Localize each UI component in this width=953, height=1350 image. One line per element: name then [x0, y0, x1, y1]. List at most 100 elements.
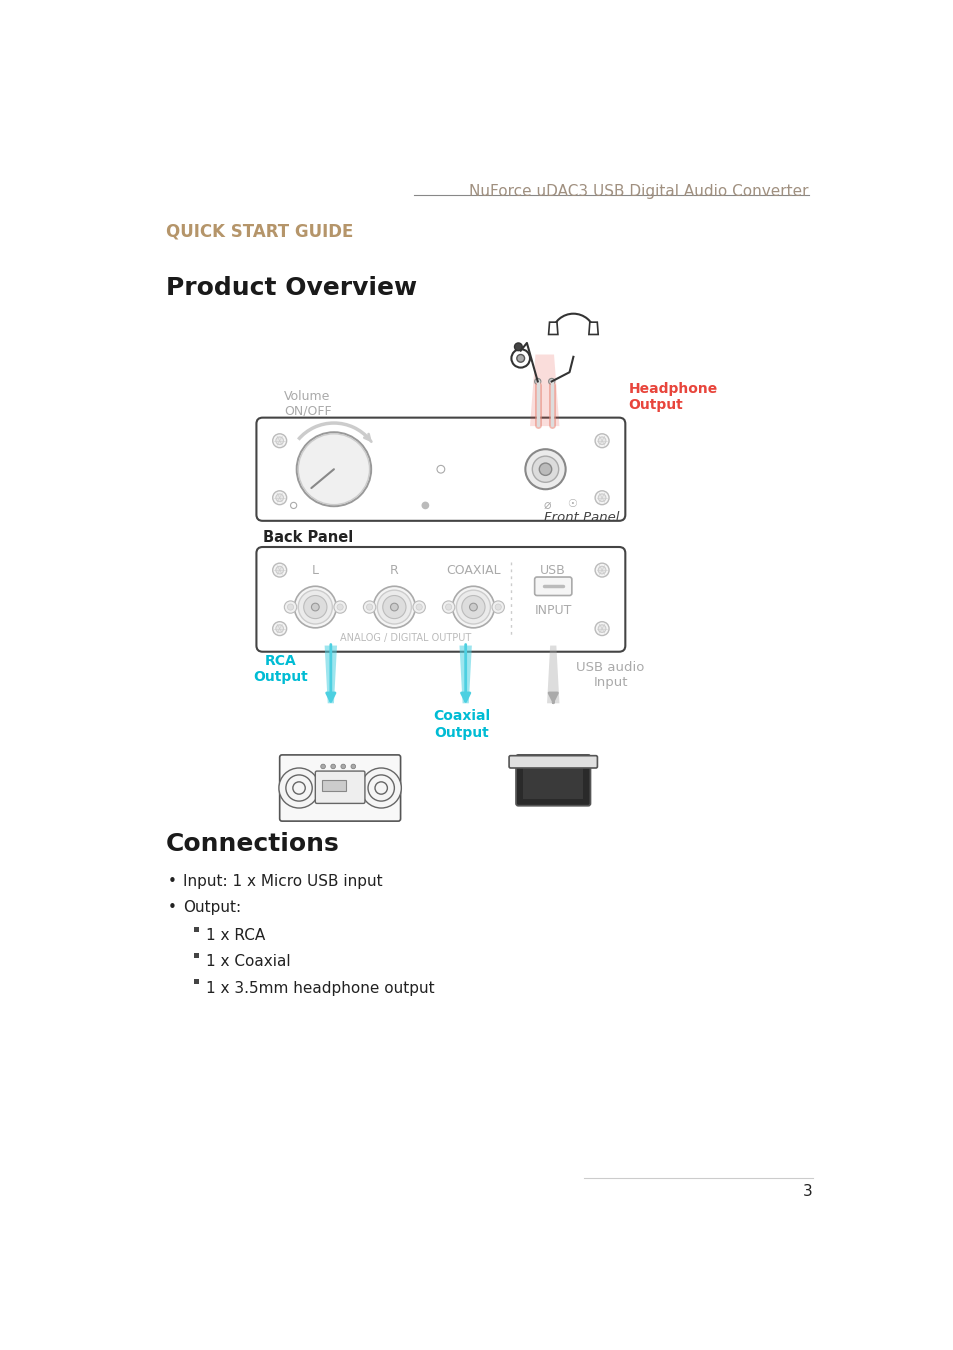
Circle shape [273, 491, 286, 505]
Polygon shape [548, 323, 558, 335]
Circle shape [442, 601, 455, 613]
FancyBboxPatch shape [509, 756, 597, 768]
Circle shape [311, 603, 319, 612]
Circle shape [278, 768, 319, 809]
Circle shape [492, 601, 504, 613]
Text: ⌀: ⌀ [542, 500, 550, 512]
Bar [193, 979, 199, 984]
Text: Headphone
Output: Headphone Output [628, 382, 717, 412]
FancyBboxPatch shape [315, 771, 365, 803]
Circle shape [390, 603, 397, 612]
Circle shape [456, 590, 490, 624]
FancyBboxPatch shape [279, 755, 400, 821]
Text: 1 x Coaxial: 1 x Coaxial [206, 954, 291, 969]
Circle shape [538, 463, 551, 475]
Circle shape [517, 355, 524, 362]
Circle shape [287, 603, 294, 610]
Circle shape [275, 625, 283, 632]
Circle shape [334, 601, 346, 613]
Text: R: R [390, 563, 398, 576]
Circle shape [303, 595, 327, 618]
Circle shape [273, 563, 286, 576]
Text: NuForce uDAC3 USB Digital Audio Converter: NuForce uDAC3 USB Digital Audio Converte… [469, 184, 808, 198]
Text: QUICK START GUIDE: QUICK START GUIDE [166, 221, 353, 240]
Text: USB: USB [539, 563, 565, 576]
FancyBboxPatch shape [522, 761, 583, 799]
FancyBboxPatch shape [321, 780, 346, 791]
Circle shape [296, 432, 371, 506]
Text: Connections: Connections [166, 832, 339, 856]
Bar [193, 953, 199, 958]
Text: USB audio
Input: USB audio Input [576, 660, 644, 688]
Circle shape [445, 603, 452, 610]
Text: Volume
ON/OFF: Volume ON/OFF [283, 390, 331, 417]
Polygon shape [530, 355, 558, 427]
Circle shape [452, 586, 494, 628]
Circle shape [469, 603, 476, 612]
Circle shape [532, 456, 558, 482]
Circle shape [382, 595, 406, 618]
Text: •: • [168, 875, 176, 890]
Circle shape [495, 603, 500, 610]
Circle shape [275, 566, 283, 574]
Circle shape [511, 350, 530, 367]
Circle shape [273, 433, 286, 448]
Polygon shape [324, 645, 336, 703]
Circle shape [534, 378, 540, 385]
Text: Product Overview: Product Overview [166, 275, 416, 300]
Circle shape [351, 764, 355, 768]
Circle shape [286, 775, 312, 801]
Circle shape [436, 466, 444, 472]
Bar [193, 926, 199, 931]
Circle shape [336, 603, 343, 610]
FancyBboxPatch shape [256, 547, 624, 652]
Circle shape [273, 622, 286, 636]
Circle shape [275, 437, 283, 444]
Text: 1 x RCA: 1 x RCA [206, 929, 265, 944]
Polygon shape [546, 645, 558, 703]
Circle shape [373, 586, 415, 628]
Text: RCA
Output: RCA Output [253, 653, 307, 683]
Circle shape [598, 625, 605, 632]
Text: Input: 1 x Micro USB input: Input: 1 x Micro USB input [183, 875, 382, 890]
Circle shape [366, 603, 373, 610]
Text: •: • [168, 900, 176, 915]
Polygon shape [459, 645, 472, 703]
Circle shape [340, 764, 345, 768]
Circle shape [291, 502, 296, 509]
Text: INPUT: INPUT [534, 605, 572, 617]
Circle shape [461, 595, 484, 618]
Circle shape [598, 437, 605, 444]
Circle shape [413, 601, 425, 613]
Text: Front Panel: Front Panel [543, 510, 618, 524]
Circle shape [525, 450, 565, 489]
Circle shape [377, 590, 411, 624]
Text: Back Panel: Back Panel [262, 531, 353, 545]
Circle shape [284, 601, 296, 613]
Text: 1 x 3.5mm headphone output: 1 x 3.5mm headphone output [206, 980, 435, 995]
Circle shape [595, 491, 608, 505]
Circle shape [595, 433, 608, 448]
Text: ANALOG / DIGITAL OUTPUT: ANALOG / DIGITAL OUTPUT [340, 633, 471, 643]
Circle shape [375, 782, 387, 794]
Text: 3: 3 [802, 1184, 812, 1199]
FancyBboxPatch shape [534, 576, 571, 595]
Circle shape [294, 586, 335, 628]
Text: ☉: ☉ [567, 500, 577, 509]
Polygon shape [588, 323, 598, 335]
Circle shape [275, 494, 283, 502]
Circle shape [514, 343, 521, 351]
Text: L: L [312, 563, 318, 576]
FancyBboxPatch shape [256, 417, 624, 521]
Circle shape [298, 590, 332, 624]
Circle shape [363, 601, 375, 613]
Circle shape [331, 764, 335, 768]
Text: Output:: Output: [183, 900, 241, 915]
Circle shape [598, 566, 605, 574]
Circle shape [298, 433, 369, 505]
Circle shape [548, 378, 555, 385]
FancyBboxPatch shape [516, 755, 590, 806]
Circle shape [595, 622, 608, 636]
Text: Coaxial
Output: Coaxial Output [433, 710, 490, 740]
Circle shape [320, 764, 325, 768]
